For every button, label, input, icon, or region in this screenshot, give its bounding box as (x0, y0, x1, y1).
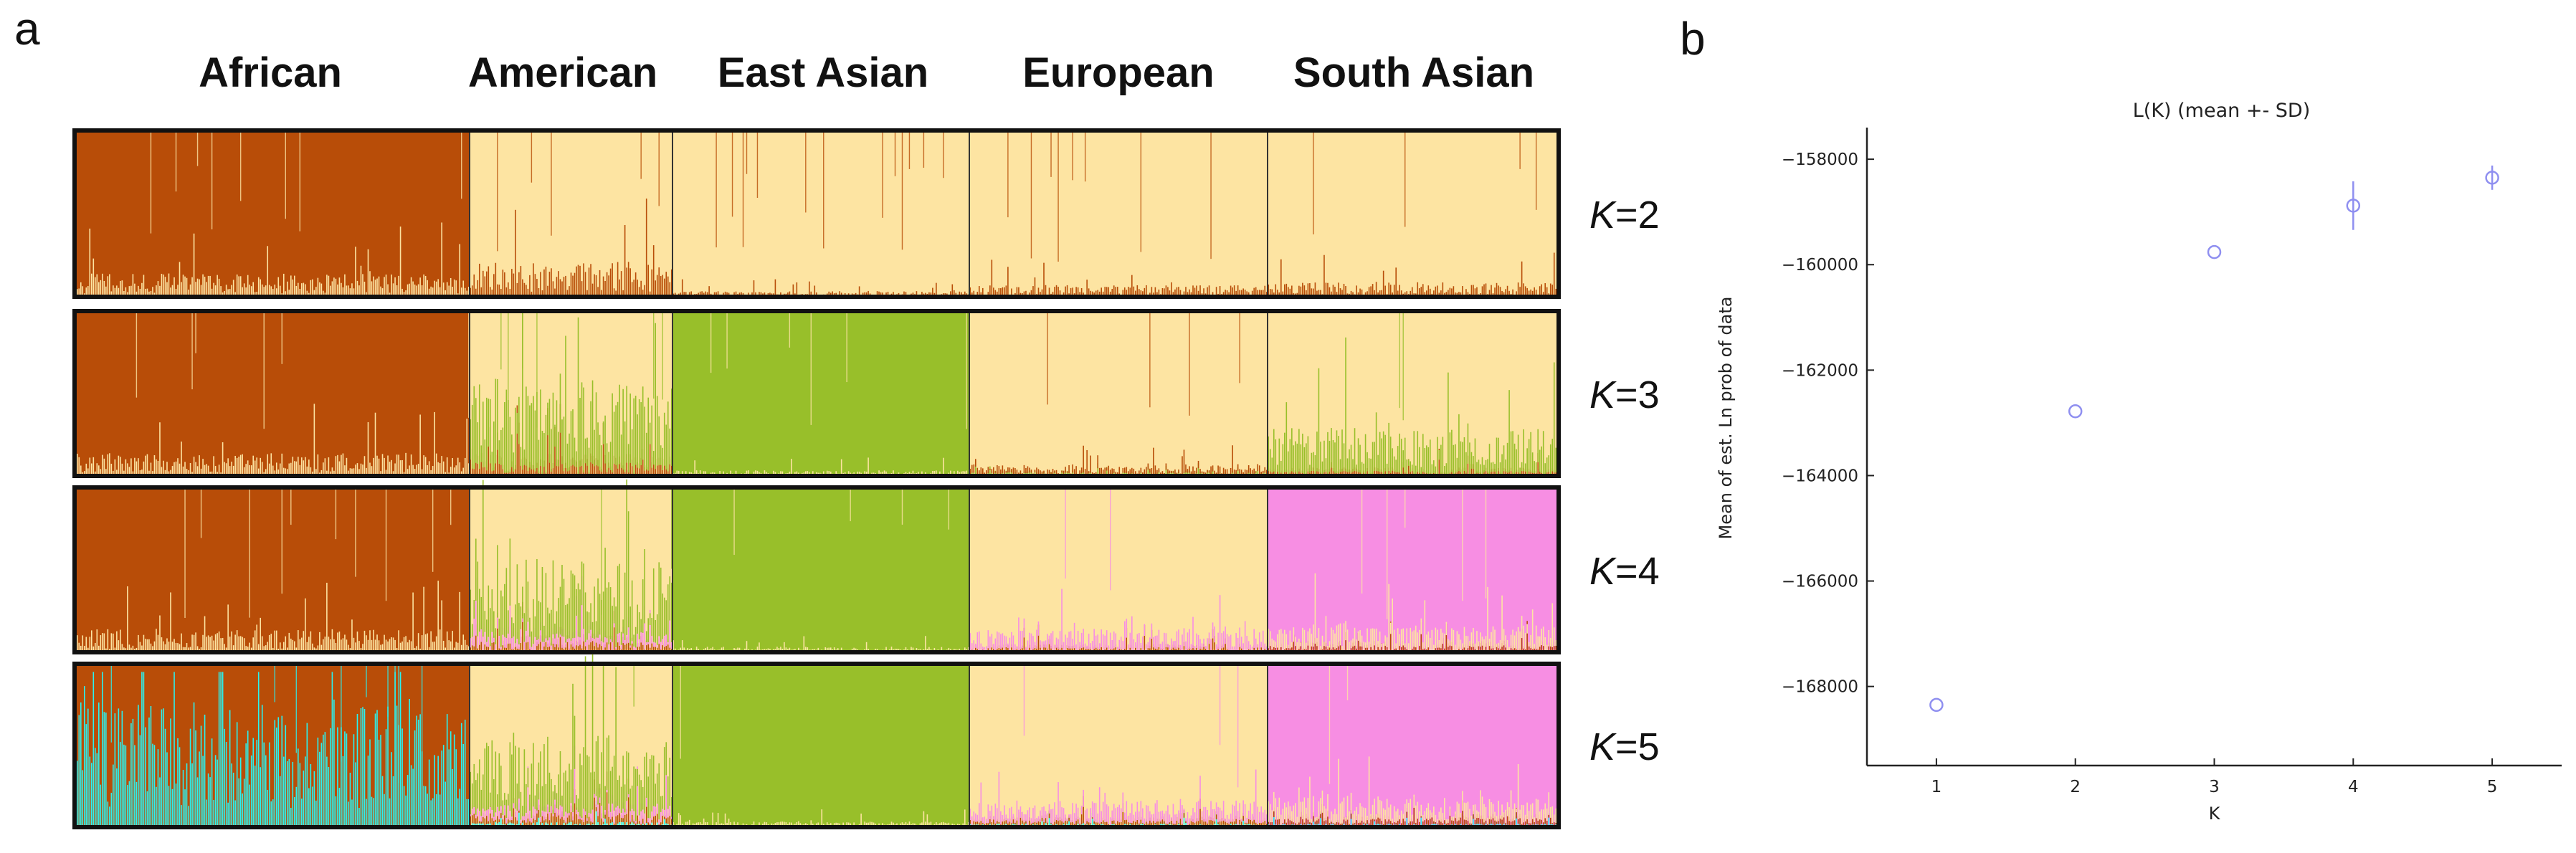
ancestry-stripes (1268, 311, 1559, 476)
k-value-label: K=3 (1589, 373, 1660, 416)
group-label: East Asian (718, 49, 928, 96)
structure-row-k5: K=5 (72, 654, 1660, 829)
cluster-block-brown (75, 664, 470, 827)
k-symbol: K (1589, 373, 1617, 416)
row-frame (72, 309, 1561, 478)
group-label: European (1022, 49, 1215, 96)
cluster-block-cream (969, 130, 1268, 297)
k-value-label: K=4 (1589, 550, 1660, 593)
ancestry-stripes (470, 311, 672, 476)
k-equals-value: =3 (1615, 373, 1660, 416)
group-label: South Asian (1293, 49, 1534, 96)
panel-letter-b: b (1680, 13, 1706, 65)
ancestry-stripes (75, 311, 470, 476)
row-frame (72, 128, 1561, 299)
structure-row-k4: K=4 (72, 479, 1660, 654)
cluster-block-cream (470, 130, 672, 297)
cluster-block-cream (969, 487, 1268, 652)
structure-row-k3: K=3 (72, 309, 1660, 478)
cluster-block-cream (969, 311, 1268, 476)
cluster-block-cream (1268, 311, 1559, 476)
cluster-block-pink (1268, 664, 1559, 827)
ancestry-stripes (470, 130, 672, 297)
k-equals-value: =4 (1615, 550, 1660, 593)
cluster-block-cream (672, 130, 969, 297)
cluster-block-green (672, 311, 969, 476)
admixture-structure-plot: African American East Asian European South A… (72, 49, 1660, 829)
cluster-block-pink (1268, 487, 1559, 652)
group-label: African (199, 49, 342, 96)
ancestry-stripes (75, 664, 470, 827)
ancestry-stripes (1268, 487, 1559, 652)
cluster-block-green (672, 487, 969, 652)
cluster-block-brown (75, 311, 470, 476)
k-value-label: K=2 (1589, 194, 1660, 237)
structure-row-k2: K=2 (72, 128, 1660, 299)
group-label: American (468, 49, 657, 96)
cluster-block-brown (75, 130, 470, 297)
cluster-block-green (672, 664, 969, 827)
cluster-block-brown (75, 487, 470, 652)
ancestry-stripes (470, 654, 672, 827)
k-symbol: K (1589, 550, 1617, 593)
admixture-panel: African American East Asian European South A… (72, 49, 1660, 829)
cluster-block-cream (969, 664, 1268, 827)
ancestry-stripes (1268, 130, 1559, 297)
k-symbol: K (1589, 194, 1617, 237)
ancestry-stripes (470, 479, 672, 652)
cluster-block-cream (1268, 130, 1559, 297)
row-frame (72, 485, 1561, 654)
panel-letter-a: a (14, 3, 40, 54)
k-equals-value: =2 (1615, 194, 1660, 237)
